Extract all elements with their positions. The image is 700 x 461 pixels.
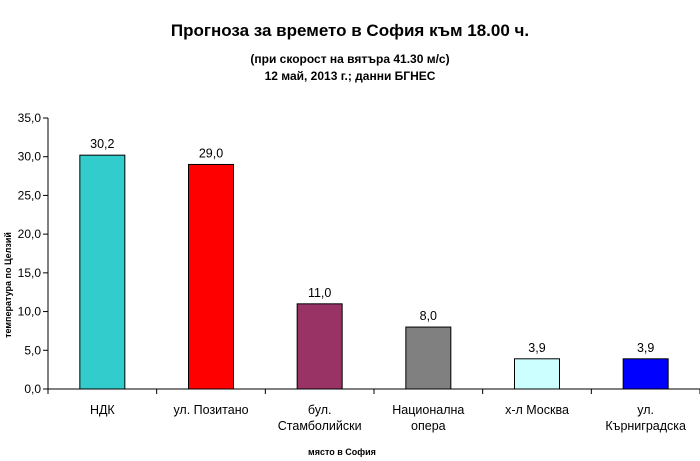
bar xyxy=(79,154,126,390)
chart-title: Прогноза за времето в София към 18.00 ч. xyxy=(171,21,529,40)
y-tick-label: 35,0 xyxy=(18,111,42,125)
category-label: НДК xyxy=(90,403,115,417)
data-label: 30,2 xyxy=(90,137,114,151)
category-label: х-л Москва xyxy=(505,403,569,417)
data-label: 8,0 xyxy=(420,309,437,323)
chart-subtitle-wind: (при скорост на вятъра 41.30 м/с) xyxy=(250,52,449,66)
y-tick-label: 20,0 xyxy=(18,227,42,241)
y-tick-label: 15,0 xyxy=(18,266,42,280)
y-tick-label: 10,0 xyxy=(18,305,42,319)
plot-area: 0,0 5,0 10,0 15,0 20,0 25,0 30,0 35,0 30,2 НДК 29,… xyxy=(18,111,700,433)
category-label: Национална xyxy=(392,403,464,417)
data-label: 29,0 xyxy=(199,146,223,160)
category-label: Кърниградска xyxy=(605,419,686,433)
y-tick-label: 5,0 xyxy=(24,343,41,357)
bar xyxy=(622,358,669,390)
y-tick-label: 25,0 xyxy=(18,188,42,202)
y-tick-label: 0,0 xyxy=(24,382,41,396)
data-label: 3,9 xyxy=(637,341,654,355)
category-label: бул. xyxy=(308,403,332,417)
data-label: 3,9 xyxy=(528,341,545,355)
chart-subtitle-date: 12 май, 2013 г.; данни БГНЕС xyxy=(265,69,436,83)
bar xyxy=(405,326,452,390)
category-label: ул. Позитано xyxy=(173,403,248,417)
category-label: ул. xyxy=(637,403,654,417)
y-axis-title: температура по Целзий xyxy=(3,232,13,338)
data-label: 11,0 xyxy=(308,286,331,300)
y-tick-label: 30,0 xyxy=(18,150,42,164)
bar xyxy=(188,163,234,390)
x-axis-title: място в София xyxy=(308,447,376,457)
bar xyxy=(514,358,560,390)
category-label: Стамболийски xyxy=(278,419,362,433)
bar xyxy=(296,303,343,390)
category-label: опера xyxy=(411,419,446,433)
